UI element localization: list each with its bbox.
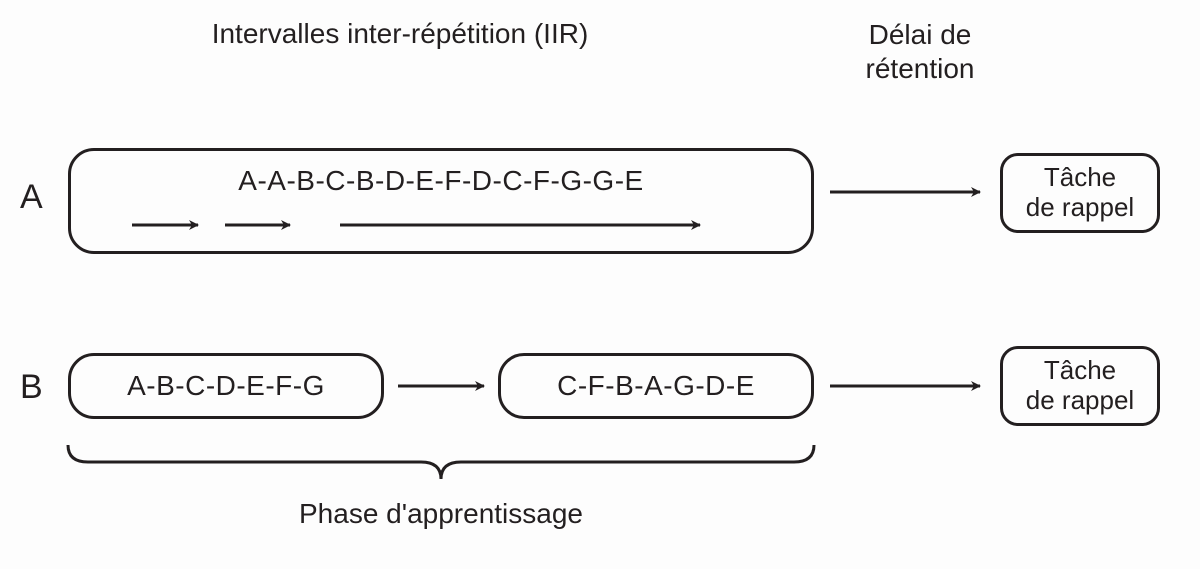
arrows-svg bbox=[0, 0, 1200, 569]
